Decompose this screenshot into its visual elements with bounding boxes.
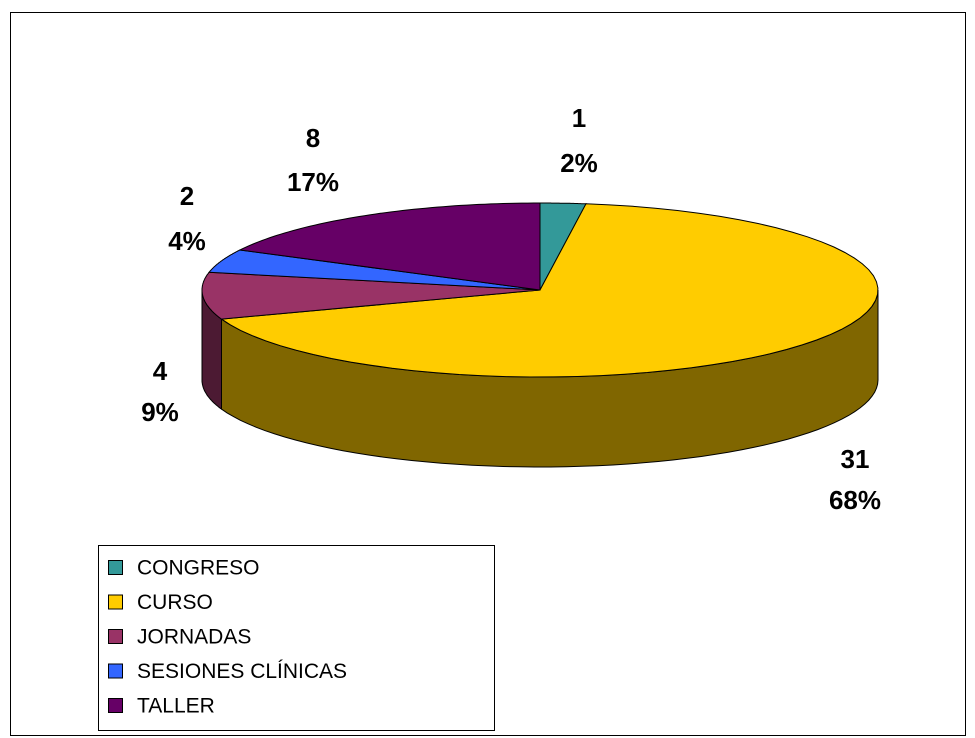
legend-swatch [108,663,123,679]
data-label: 4 [153,356,168,386]
data-label: 31 [841,444,870,474]
legend-label: JORNADAS [137,626,251,649]
percent-label: 4% [168,226,206,256]
legend-swatch [108,698,123,713]
legend-label: TALLER [137,695,215,718]
slice [201,271,541,320]
legend-box [98,545,495,731]
percent-label: 68% [829,485,881,515]
data-label: 2 [180,181,194,211]
legend-label: CURSO [137,591,213,614]
data-label: 8 [306,123,320,153]
legend-swatch [108,629,123,644]
legend-label: SESIONES CLÍNICAS [137,660,347,683]
slice [238,202,541,291]
data-label: 1 [572,103,586,133]
slice [220,203,879,378]
percent-label: 9% [141,397,179,427]
percent-label: 17% [287,167,339,197]
legend-swatch [108,594,123,610]
legend-label: CONGRESO [137,557,260,580]
percent-label: 2% [560,148,598,178]
slice [208,249,541,291]
legend-swatch [108,560,123,575]
